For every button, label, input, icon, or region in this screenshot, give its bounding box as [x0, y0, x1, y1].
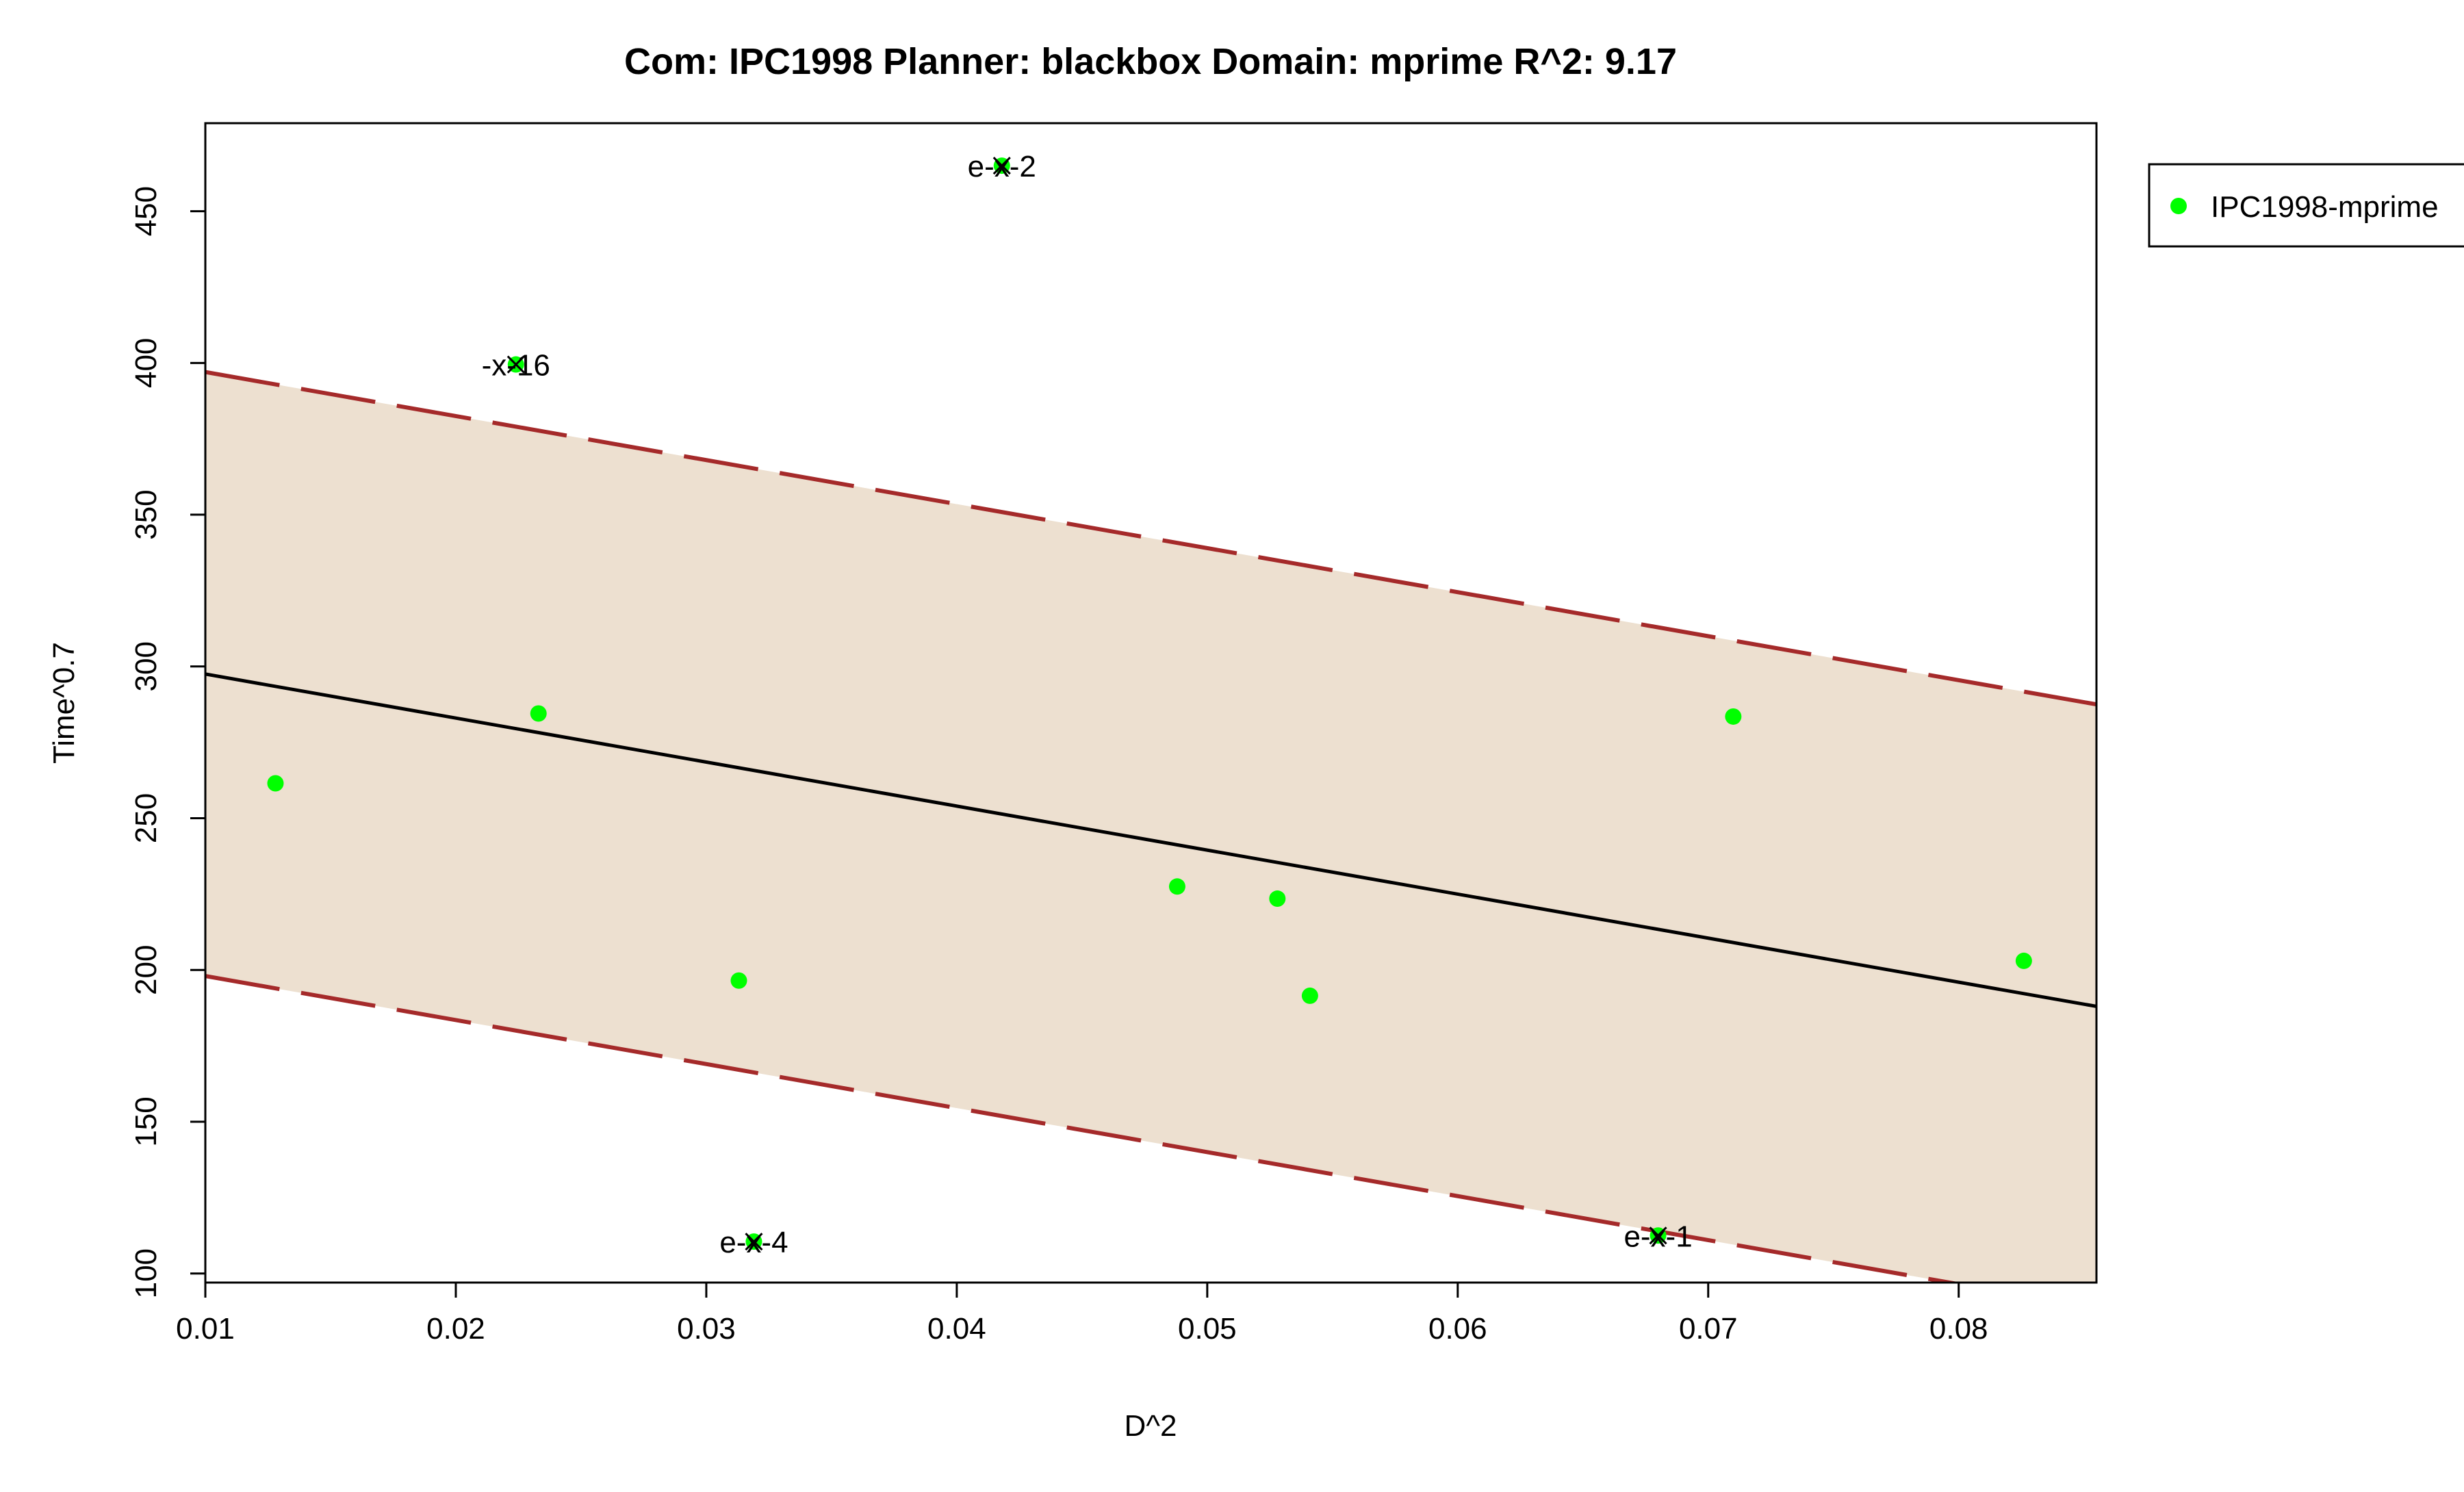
- chart-title: Com: IPC1998 Planner: blackbox Domain: m…: [624, 41, 1677, 82]
- outlier-marker: [745, 1233, 763, 1251]
- outlier-marker: [506, 355, 525, 374]
- x-tick-label: 0.05: [1178, 1312, 1237, 1346]
- data-point: [530, 705, 547, 722]
- x-tick-label: 0.06: [1428, 1312, 1487, 1346]
- x-axis-label: D^2: [1125, 1409, 1177, 1443]
- x-tick-label: 0.03: [677, 1312, 736, 1346]
- point-label: e-x-1: [1624, 1220, 1692, 1253]
- y-tick-label: 200: [129, 945, 163, 995]
- data-point: [1301, 987, 1318, 1004]
- y-axis-label: Time^0.7: [47, 642, 81, 764]
- data-point: [730, 972, 747, 989]
- y-tick-label: 150: [129, 1096, 163, 1146]
- point-label: e-x-4: [719, 1226, 788, 1259]
- y-tick-label: 250: [129, 793, 163, 843]
- x-tick-label: 0.07: [1679, 1312, 1738, 1346]
- regression-line: [205, 672, 2096, 1008]
- data-point: [1168, 878, 1185, 895]
- y-tick-label: 300: [129, 641, 163, 691]
- y-tick-label: 100: [129, 1248, 163, 1298]
- band-upper-line: [205, 370, 2096, 707]
- legend: IPC1998-mprime: [2148, 163, 2464, 248]
- data-point: [1725, 708, 1742, 725]
- data-point: [267, 775, 284, 792]
- x-tick-label: 0.04: [927, 1312, 986, 1346]
- point-label: e-x-2: [968, 150, 1036, 183]
- x-tick-label: 0.01: [176, 1312, 235, 1346]
- legend-box: [2148, 163, 2464, 248]
- legend-entry-label: IPC1998-mprime: [2211, 190, 2439, 224]
- y-tick-label: 400: [129, 338, 163, 388]
- legend-marker: [2170, 198, 2187, 214]
- confidence-band: [205, 372, 2096, 1283]
- x-tick-label: 0.02: [426, 1312, 485, 1346]
- outlier-marker: [1649, 1226, 1667, 1245]
- y-tick-label: 350: [129, 489, 163, 539]
- data-point: [1269, 890, 1286, 908]
- data-point: [2015, 952, 2032, 969]
- y-tick-label: 450: [129, 186, 163, 236]
- point-label: -x-16: [482, 349, 550, 383]
- band-lower-line: [205, 974, 1962, 1283]
- outlier-marker: [992, 157, 1011, 175]
- x-tick-label: 0.08: [1929, 1312, 1988, 1346]
